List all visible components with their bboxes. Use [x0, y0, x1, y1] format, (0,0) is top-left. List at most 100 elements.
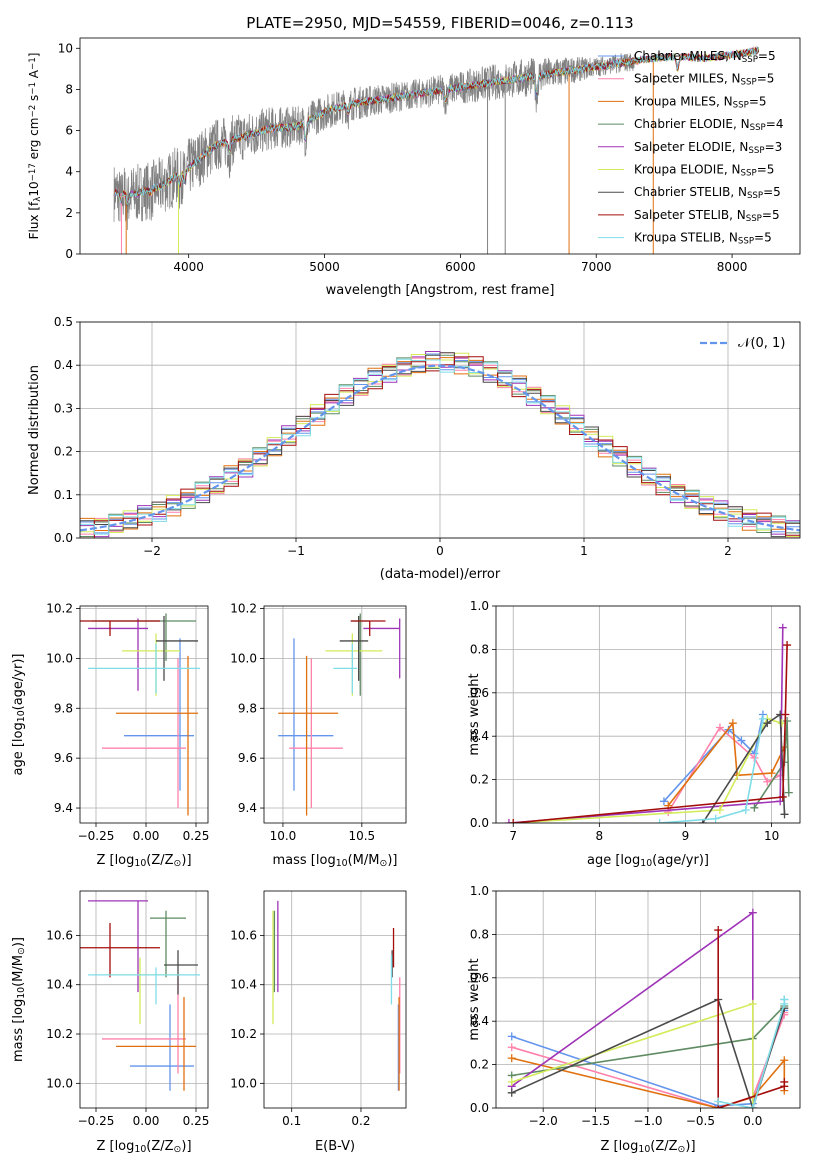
- axes-frame: [79, 321, 801, 539]
- panel-weight_vs_Z: −2.0 −1.5 −1.0 −0.5 0.0 0.0 0.2 0.4 0.6 0.8 1.0 Z […: [467, 884, 801, 1155]
- x-axis-label-part: (Z/Z: [146, 853, 173, 868]
- x-axis-label-part: 10: [134, 1144, 146, 1155]
- series-line: [663, 714, 764, 802]
- y-tick-label: 10.2: [46, 601, 73, 615]
- y-tick-label: 9.4: [238, 801, 257, 815]
- series-line: [508, 627, 784, 823]
- series-marker: [504, 819, 513, 823]
- plot-area: [80, 613, 200, 816]
- x-tick-label: 8: [596, 829, 604, 843]
- y-axis-label: mass weight: [467, 958, 482, 1040]
- gaussian-curve: [80, 364, 800, 532]
- x-tick-label: −2.0: [529, 1114, 558, 1128]
- x-tick-label: 0.00: [133, 1114, 160, 1128]
- axes-frame: [263, 605, 407, 824]
- x-tick-label: 10: [764, 829, 779, 843]
- series-marker: [758, 714, 767, 723]
- y-tick-label: 9.6: [54, 751, 73, 765]
- y-tick-label: 1.0: [470, 884, 489, 898]
- x-tick-label: −1: [287, 544, 305, 558]
- x-tick-label: 0.00: [133, 829, 160, 843]
- series-marker: [728, 719, 737, 728]
- legend-label-part: =3: [765, 140, 783, 154]
- x-axis-label-part: ⊙: [174, 1144, 182, 1155]
- legend-label: Salpeter ELODIE, NSSP=3: [634, 140, 782, 156]
- y-axis-label-part: age [log: [11, 722, 26, 775]
- y-tick-label: 0.4: [470, 729, 489, 743]
- legend-label: Kroupa MILES, NSSP=5: [634, 94, 767, 110]
- y-axis-label-part: ]: [27, 53, 41, 58]
- x-axis-label-part: ⊙: [678, 1144, 686, 1155]
- x-tick-label: −1.0: [633, 1114, 662, 1128]
- x-tick-label: 0.1: [282, 1114, 301, 1128]
- ticks: −0.25 0.00 0.25 10.0 10.2 10.4 10.6: [46, 928, 209, 1128]
- x-axis-label: Z [log10(Z/Z⊙)]: [96, 1139, 191, 1155]
- series-marker: [737, 736, 746, 745]
- grid: [496, 605, 800, 824]
- y-tick-label: 0.4: [54, 358, 73, 372]
- y-tick-label: 0.3: [54, 401, 73, 415]
- series-marker: [507, 1088, 516, 1097]
- x-axis-label-part: 10: [640, 858, 652, 869]
- series-line: [513, 717, 783, 823]
- ticks: 4000 5000 6000 7000 8000 0 2 4 6 8 10: [58, 41, 748, 274]
- y-tick-label: 2: [65, 206, 73, 220]
- x-axis-label-part: (age/yr)]: [652, 853, 709, 868]
- y-axis-label: age [log10(age/yr)]: [11, 654, 27, 776]
- legend-label-part: SSP: [746, 214, 762, 224]
- y-tick-label: 10.0: [46, 651, 73, 665]
- legend-label-part: Chabrier ELODIE, N: [634, 117, 750, 131]
- x-axis-label-part: (Z/Z: [650, 1139, 677, 1154]
- axes-frame: [79, 605, 209, 824]
- x-tick-label: 9: [682, 829, 690, 843]
- y-tick-label: 9.4: [54, 801, 73, 815]
- x-tick-label: 4000: [173, 260, 204, 274]
- series-line: [702, 713, 786, 823]
- y-tick-label: 10.0: [230, 651, 257, 665]
- legend-label-part: =5: [757, 163, 775, 177]
- series-marker: [507, 1043, 516, 1052]
- y-tick-label: 4: [65, 165, 73, 179]
- legend-label-part: SSP: [750, 123, 766, 133]
- axes-frame: [495, 605, 801, 824]
- plot-area: [113, 45, 760, 254]
- y-axis-label-part: λ: [33, 197, 43, 202]
- y-tick-label: 9.8: [54, 701, 73, 715]
- series-marker: [714, 926, 723, 935]
- x-axis-label: E(B-V): [315, 1139, 355, 1154]
- x-tick-label: 7: [509, 829, 517, 843]
- grid: [264, 891, 406, 1108]
- series-marker: [715, 723, 724, 732]
- legend-label: Kroupa ELODIE, NSSP=5: [634, 163, 774, 179]
- series-marker: [509, 819, 518, 823]
- x-tick-label: −0.25: [78, 829, 115, 843]
- y-tick-label: 0.0: [470, 1101, 489, 1115]
- model-kroupa-stelib: [113, 46, 759, 205]
- panel-spectrum: 4000 5000 6000 7000 8000 0 2 4 6 8 10 wavelength [A…: [27, 37, 801, 298]
- series-marker: [655, 819, 664, 823]
- panel-age_vs_Z: −0.25 0.00 0.259.49.69.810.010.2Z [log10(Z…: [11, 601, 209, 869]
- x-axis-label-part: )]: [181, 1139, 191, 1154]
- series-marker: [778, 623, 787, 632]
- y-tick-label: 0.6: [470, 686, 489, 700]
- x-tick-label: 1: [580, 544, 588, 558]
- series-line: [511, 911, 754, 1108]
- y-axis-label-part: ⊙: [16, 947, 27, 955]
- series-marker: [783, 641, 792, 650]
- x-axis-label-part: ⊙: [379, 858, 387, 869]
- series-marker: [778, 792, 787, 801]
- y-tick-label: 10.2: [230, 1027, 257, 1041]
- ticks: 7 8 9 10 0.0 0.2 0.4 0.6 0.8 1.0: [470, 599, 779, 843]
- legend-label-part: SSP: [742, 55, 758, 65]
- axes-frame: [79, 890, 209, 1109]
- series-line: [659, 718, 764, 823]
- grid: [80, 606, 208, 823]
- legend-label-part: SSP: [738, 237, 754, 247]
- legend-label-part: =5: [749, 94, 767, 108]
- ticks: −2.0 −1.5 −1.0 −0.5 0.0 0.0 0.2 0.4 0.6 0.8 1.0: [470, 884, 762, 1128]
- y-axis-label-part: A: [27, 69, 41, 82]
- x-axis-label-part: )]: [685, 1139, 695, 1154]
- series-marker: [741, 805, 750, 814]
- series-marker: [748, 999, 757, 1008]
